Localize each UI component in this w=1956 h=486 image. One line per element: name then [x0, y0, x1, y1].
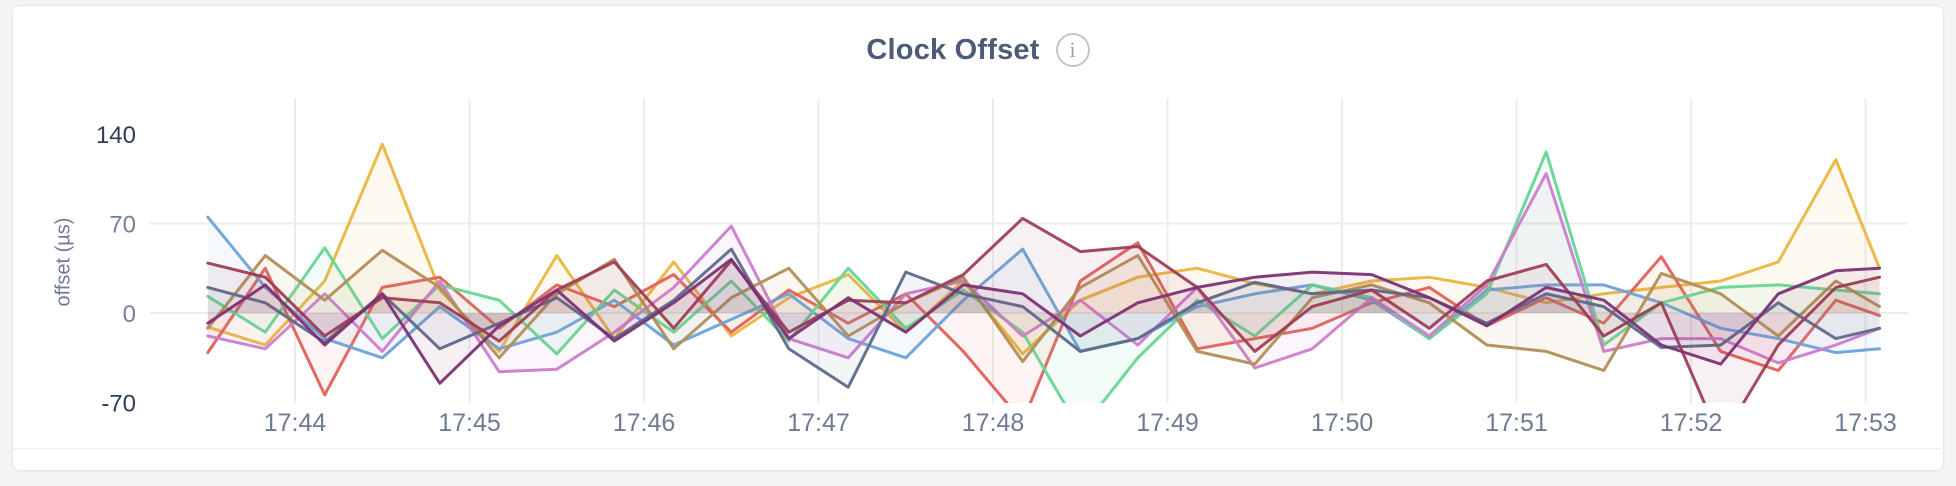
x-tick-label: 17:53 [1834, 409, 1897, 437]
x-tick-label: 17:47 [787, 409, 850, 437]
x-tick-label: 17:51 [1485, 409, 1548, 437]
panel-header: Clock Offset i [0, 28, 1956, 72]
x-tick-label: 17:46 [613, 409, 676, 437]
series-purple-line [206, 257, 1881, 385]
x-tick-label: 17:44 [264, 409, 327, 437]
series-green-line [206, 150, 1881, 403]
y-tick-label: 0 [123, 301, 136, 328]
series-orchid-line [206, 172, 1881, 374]
x-tick-label: 17:52 [1660, 409, 1723, 437]
x-tick-label: 17:49 [1136, 409, 1199, 437]
series-green-area [207, 151, 1880, 403]
info-icon[interactable]: i [1055, 33, 1090, 67]
chart-title: Clock Offset [866, 33, 1040, 66]
series-slate-area [207, 249, 1880, 388]
series-blue-line [206, 215, 1881, 360]
y-tick-label: 70 [109, 211, 136, 238]
series-slate-line [206, 247, 1881, 389]
clock-offset-panel [12, 5, 1944, 471]
series-tan-line [206, 248, 1881, 372]
series-tan-area [207, 250, 1880, 371]
y-tick-label: 140 [96, 122, 136, 149]
panel-divider [13, 448, 1941, 449]
y-tick-label: -70 [101, 391, 136, 418]
x-tick-label: 17:48 [962, 409, 1025, 437]
x-tick-label: 17:50 [1311, 409, 1374, 437]
x-tick-label: 17:45 [438, 409, 501, 437]
